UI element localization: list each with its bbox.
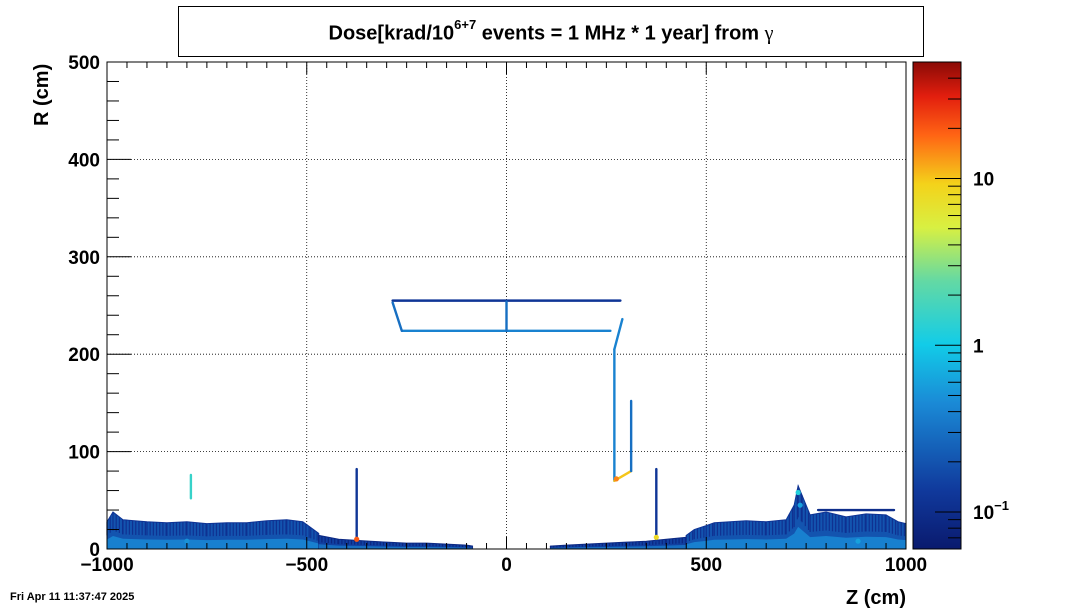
y-axis-title: R (cm) xyxy=(31,64,53,126)
dose-core-left-beampipe-band xyxy=(318,544,473,549)
title-prefix: Dose[krad/10 xyxy=(328,22,455,45)
color-scale-label: 10 xyxy=(973,170,994,191)
dose-hotspot xyxy=(855,538,861,544)
x-axis-tick-labels: −1000 −500 0 500 1000 xyxy=(80,555,927,576)
y-tick-label: 500 xyxy=(68,53,100,74)
color-scale-labels: 10 1 10−1 xyxy=(973,170,1009,524)
dose-hotspot xyxy=(354,536,360,542)
title-suffix: events = 1 MHz * 1 year] from xyxy=(476,22,765,45)
dose-hotspot xyxy=(797,502,803,508)
y-tick-label: 0 xyxy=(89,540,100,561)
y-tick-label: 300 xyxy=(68,248,100,269)
title-exponent: 6+7 xyxy=(454,17,477,32)
dose-hotspot xyxy=(653,534,659,540)
dose-core-right-beampipe-band xyxy=(550,544,687,549)
x-tick-label: −500 xyxy=(285,555,328,576)
title-box: Dose[krad/106+7 events = 1 MHz * 1 year]… xyxy=(178,6,924,57)
timestamp-label: Fri Apr 11 11:37:47 2025 xyxy=(10,591,135,603)
dose-core-right-endcap-band xyxy=(686,526,906,549)
dose-structure-inner-support-left-edge xyxy=(391,301,404,333)
y-tick-label: 200 xyxy=(68,345,100,366)
dose-core-left-endcap-band xyxy=(107,536,319,549)
x-axis-title: Z (cm) xyxy=(846,587,906,609)
y-axis-tick-labels: 0 100 200 300 400 500 xyxy=(68,53,100,561)
title-gamma-symbol: γ xyxy=(764,22,774,45)
dose-hotspot xyxy=(184,538,190,544)
color-scale-label-exponent: −1 xyxy=(994,498,1009,513)
dose-hotspot xyxy=(795,489,801,496)
dose-hotspot xyxy=(613,476,619,482)
x-tick-label: −1000 xyxy=(80,555,133,576)
y-tick-label: 100 xyxy=(68,443,100,464)
x-tick-label: 1000 xyxy=(885,555,927,576)
x-tick-label: 0 xyxy=(501,555,512,576)
x-tick-label: 500 xyxy=(690,555,722,576)
color-scale-label: 1 xyxy=(973,336,984,357)
color-scale-bar xyxy=(912,61,962,550)
color-scale-ticks xyxy=(935,61,961,550)
chart-title: Dose[krad/106+7 events = 1 MHz * 1 year]… xyxy=(179,17,923,46)
dose-map xyxy=(106,299,907,550)
y-tick-label: 400 xyxy=(68,150,100,171)
dose-structure-outer-cable-diagonal xyxy=(613,317,624,351)
color-scale-label: 10−1 xyxy=(973,498,1009,524)
axis-ticks xyxy=(106,61,907,550)
